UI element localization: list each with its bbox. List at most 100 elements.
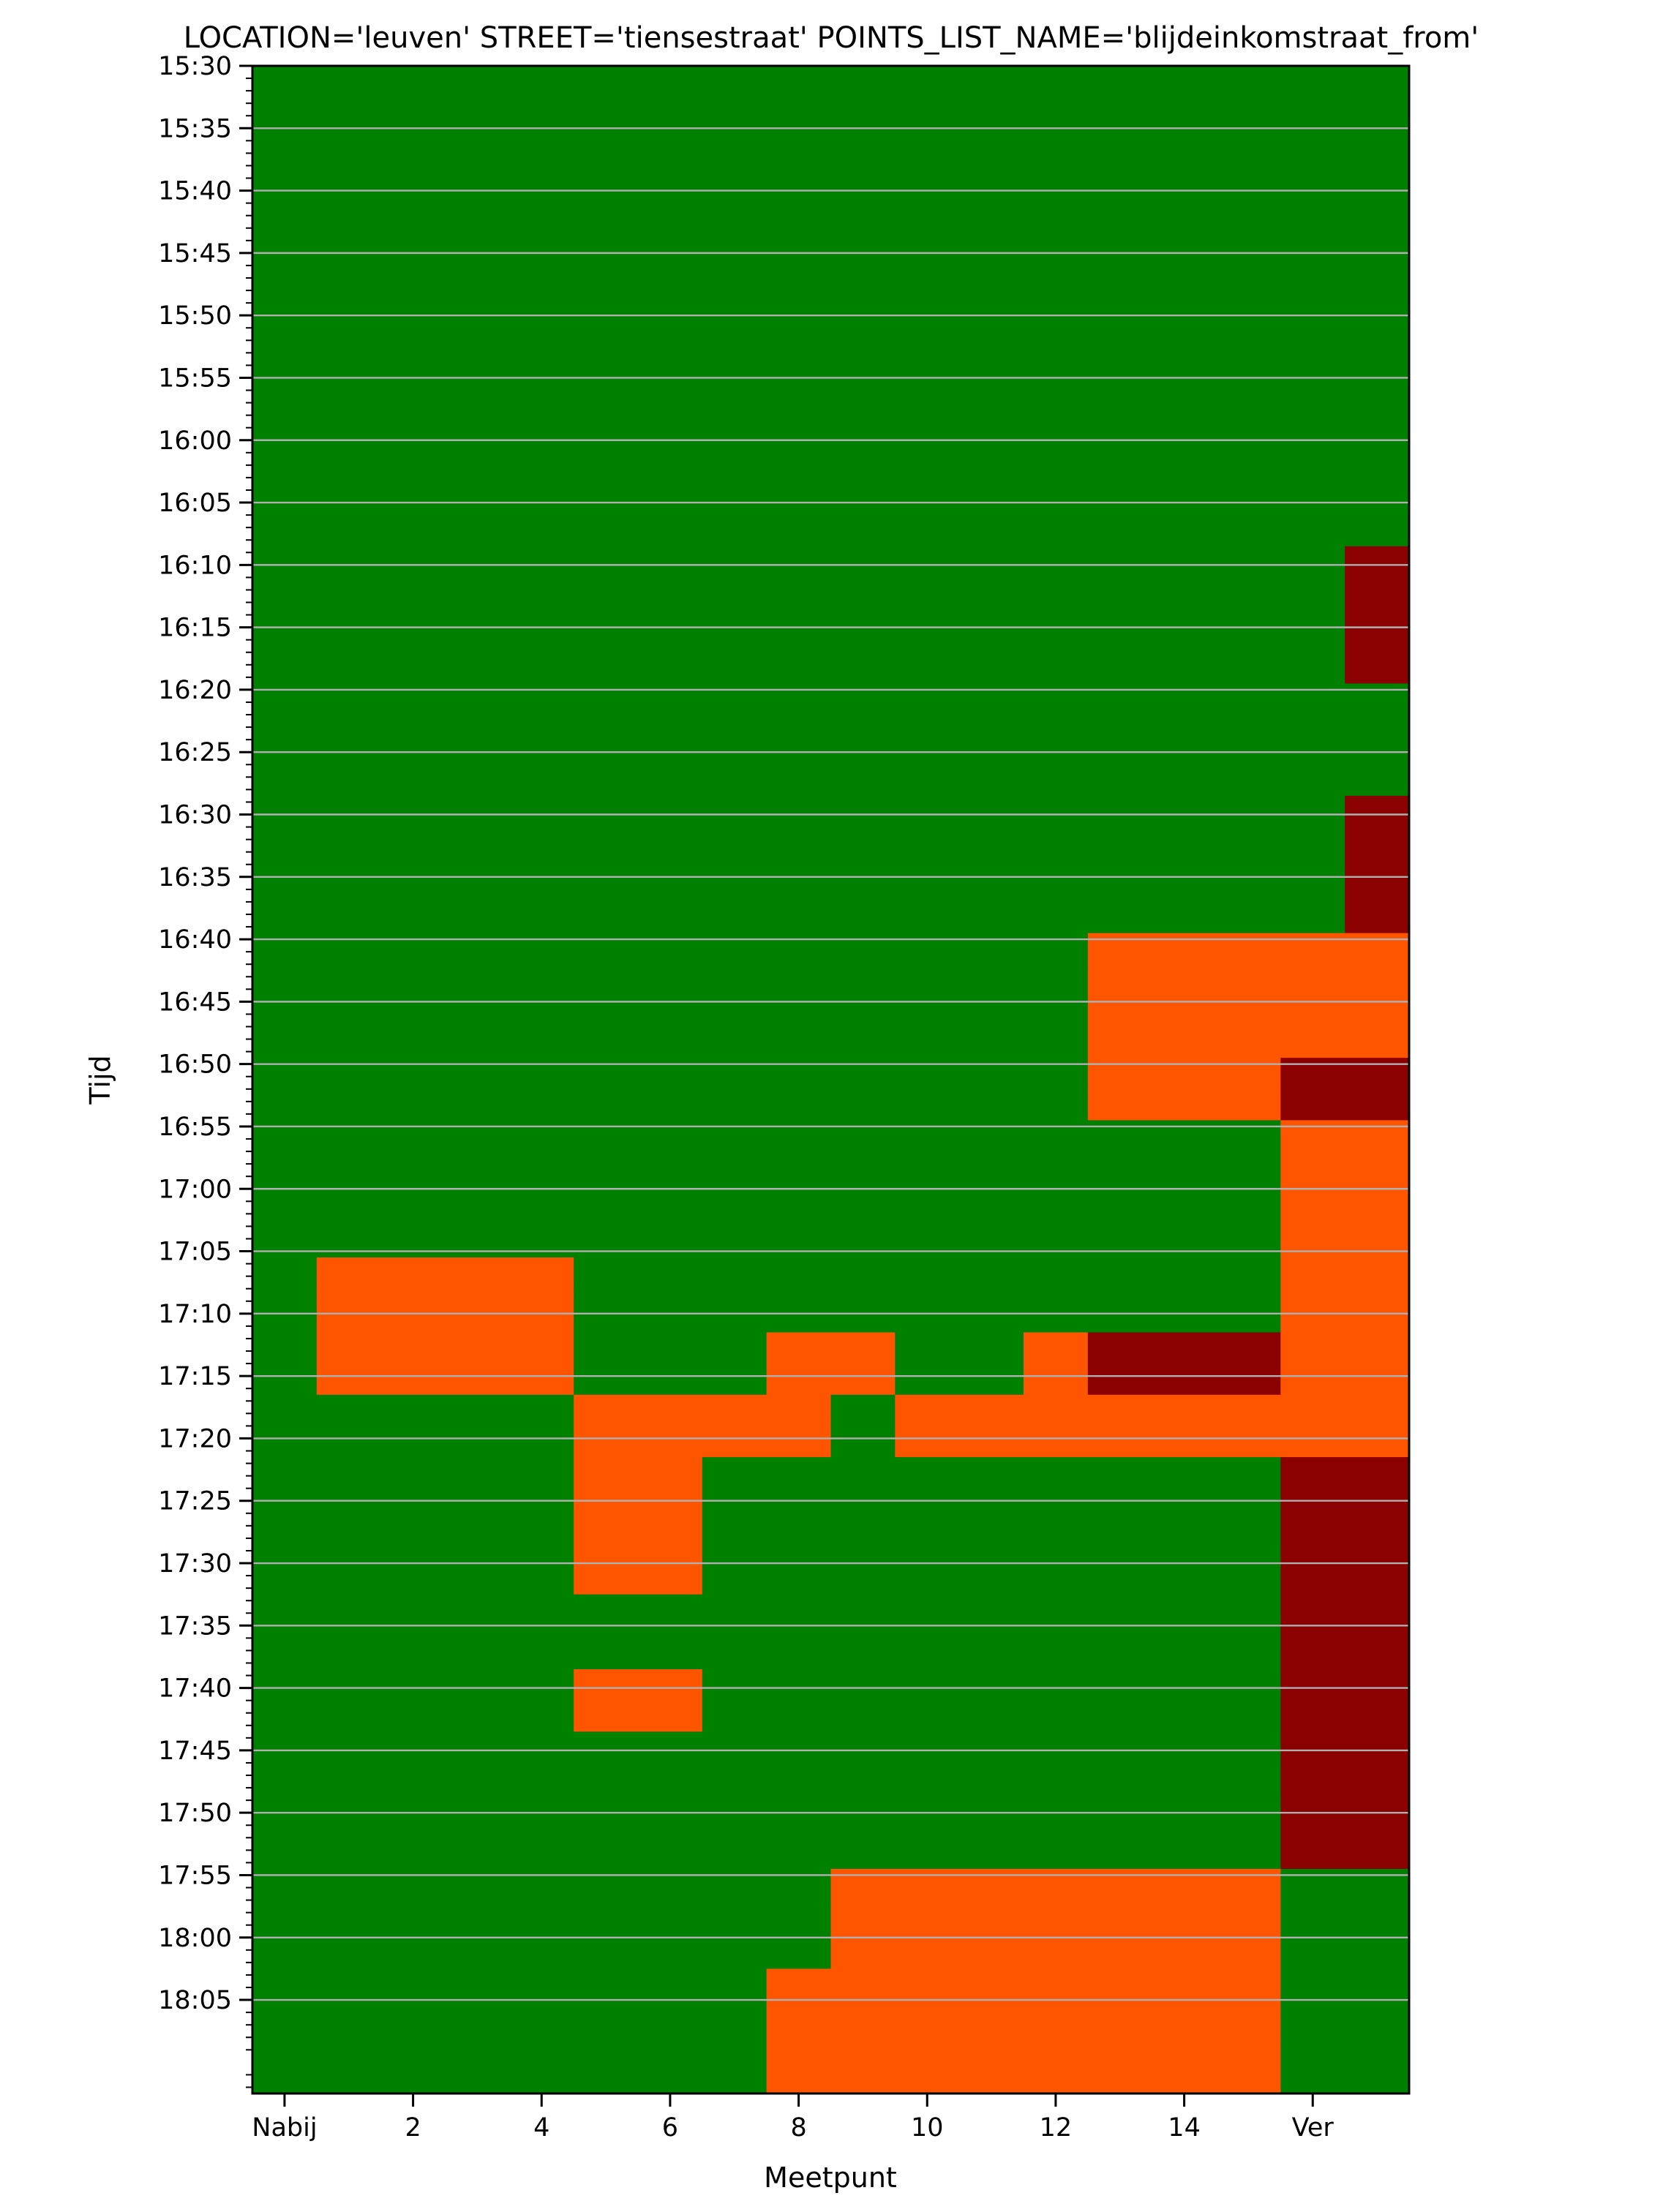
heatmap-cell bbox=[1280, 1631, 1410, 1645]
heatmap-cell bbox=[1280, 2055, 1410, 2069]
heatmap-cell bbox=[252, 1731, 1281, 1745]
heatmap-cell bbox=[766, 2031, 1281, 2044]
heatmap-cell bbox=[1280, 1731, 1410, 1745]
heatmap-cell bbox=[895, 1344, 1024, 1358]
heatmap-cell bbox=[252, 1444, 574, 1458]
x-tick-label: 10 bbox=[911, 2113, 944, 2143]
heatmap-cell bbox=[252, 109, 1410, 123]
heatmap-cell bbox=[252, 1906, 832, 1919]
heatmap-cell bbox=[252, 821, 1345, 834]
heatmap-cell bbox=[252, 1482, 574, 1495]
heatmap-cell bbox=[766, 1344, 896, 1358]
heatmap-cell bbox=[702, 1544, 1281, 1558]
heatmap-cell bbox=[252, 271, 1410, 285]
heatmap-cell bbox=[1345, 633, 1410, 647]
heatmap-cell bbox=[252, 2031, 767, 2044]
heatmap-cell bbox=[1087, 945, 1410, 959]
heatmap-cell bbox=[1280, 1644, 1410, 1658]
heatmap-cell bbox=[1345, 609, 1410, 622]
y-tick-label: 16:40 bbox=[158, 925, 232, 955]
heatmap-cell bbox=[1280, 1719, 1410, 1732]
heatmap-cell bbox=[574, 1382, 767, 1396]
heatmap-cell bbox=[252, 1919, 832, 1932]
heatmap-cell bbox=[766, 1332, 896, 1346]
heatmap-cell bbox=[1087, 1095, 1281, 1108]
heatmap-cell bbox=[252, 1407, 574, 1421]
heatmap-cell bbox=[574, 1507, 703, 1520]
heatmap-cell bbox=[1280, 1157, 1410, 1171]
heatmap-cell bbox=[1087, 958, 1410, 971]
heatmap-cell bbox=[1280, 1519, 1410, 1532]
heatmap-cell bbox=[252, 2043, 767, 2057]
heatmap-cell bbox=[252, 1083, 1089, 1096]
heatmap-cell bbox=[1345, 883, 1410, 896]
heatmap-cell bbox=[830, 1894, 1281, 1907]
heatmap-cell bbox=[252, 1594, 1281, 1608]
heatmap-cell bbox=[1024, 1344, 1089, 1358]
heatmap-cell bbox=[1345, 920, 1410, 934]
heatmap-cell bbox=[830, 1394, 896, 1408]
heatmap-cell bbox=[252, 1357, 318, 1371]
heatmap-cell bbox=[252, 484, 1410, 497]
heatmap-cell bbox=[252, 1818, 1281, 1832]
heatmap-cell bbox=[1280, 1145, 1410, 1159]
heatmap-cell bbox=[252, 658, 1345, 672]
heatmap-cell bbox=[252, 883, 1345, 896]
y-tick-label: 18:05 bbox=[158, 1986, 232, 2015]
heatmap-cell bbox=[252, 920, 1345, 934]
y-tick-label: 17:10 bbox=[158, 1300, 232, 1329]
heatmap-cell bbox=[252, 546, 1345, 560]
heatmap-cell bbox=[252, 1756, 1281, 1770]
heatmap-cell bbox=[252, 758, 1410, 772]
grid-lines bbox=[252, 64, 1409, 2001]
heatmap-cell bbox=[252, 1944, 832, 1957]
heatmap-cell bbox=[252, 1968, 767, 1982]
heatmap-cell bbox=[1087, 1033, 1410, 1046]
heatmap-cell bbox=[252, 982, 1089, 996]
heatmap-cell bbox=[1087, 1083, 1281, 1096]
y-tick-label: 17:00 bbox=[158, 1175, 232, 1204]
heatmap-cell bbox=[1087, 1007, 1410, 1021]
heatmap-cell bbox=[252, 2055, 767, 2069]
x-tick-label: 6 bbox=[662, 2113, 678, 2143]
y-tick-label: 15:55 bbox=[158, 364, 232, 393]
heatmap-cell bbox=[316, 1257, 574, 1271]
heatmap-cell bbox=[574, 1320, 1281, 1333]
heatmap-cell bbox=[1280, 1843, 1410, 1857]
heatmap-cell bbox=[252, 783, 1410, 797]
y-tick-label: 17:20 bbox=[158, 1424, 232, 1453]
heatmap-cell bbox=[766, 2018, 1281, 2032]
heatmap-cell bbox=[766, 1357, 896, 1371]
heatmap-cell bbox=[1280, 1107, 1410, 1121]
heatmap-cell bbox=[574, 1257, 1281, 1271]
heatmap-cell bbox=[574, 1569, 703, 1583]
heatmap-cell bbox=[1280, 1070, 1410, 1083]
heatmap-cell bbox=[316, 1332, 574, 1346]
heatmap-cell bbox=[1280, 1219, 1410, 1233]
heatmap-cell bbox=[1280, 1669, 1410, 1682]
heatmap-cell bbox=[1280, 1482, 1410, 1495]
heatmap-cell bbox=[574, 1344, 767, 1358]
heatmap-cell bbox=[702, 1507, 1281, 1520]
heatmap-cell bbox=[252, 721, 1410, 734]
heatmap-cell bbox=[766, 1981, 1281, 1995]
heatmap-cell bbox=[1280, 1195, 1410, 1208]
y-axis-label: Tijd bbox=[84, 1055, 116, 1105]
heatmap-cell bbox=[1280, 1906, 1410, 1919]
heatmap-cell bbox=[1280, 1881, 1410, 1895]
heatmap-cell bbox=[252, 1107, 1089, 1121]
heatmap-cell bbox=[702, 1694, 1281, 1707]
heatmap-cell bbox=[252, 1257, 318, 1271]
heatmap-cell bbox=[1280, 2043, 1410, 2057]
heatmap-cell bbox=[252, 1157, 1281, 1171]
heatmap-cell bbox=[830, 1919, 1281, 1932]
heatmap-cell bbox=[252, 1631, 1281, 1645]
heatmap-cell bbox=[574, 1581, 703, 1595]
heatmap-cell bbox=[766, 2068, 1281, 2094]
heatmap-cell bbox=[252, 1332, 318, 1346]
heatmap-cell bbox=[1280, 1282, 1410, 1295]
heatmap-cell bbox=[252, 222, 1410, 235]
heatmap-cell bbox=[1087, 970, 1410, 984]
heatmap-cell bbox=[252, 1719, 574, 1732]
heatmap-cell bbox=[252, 234, 1410, 247]
